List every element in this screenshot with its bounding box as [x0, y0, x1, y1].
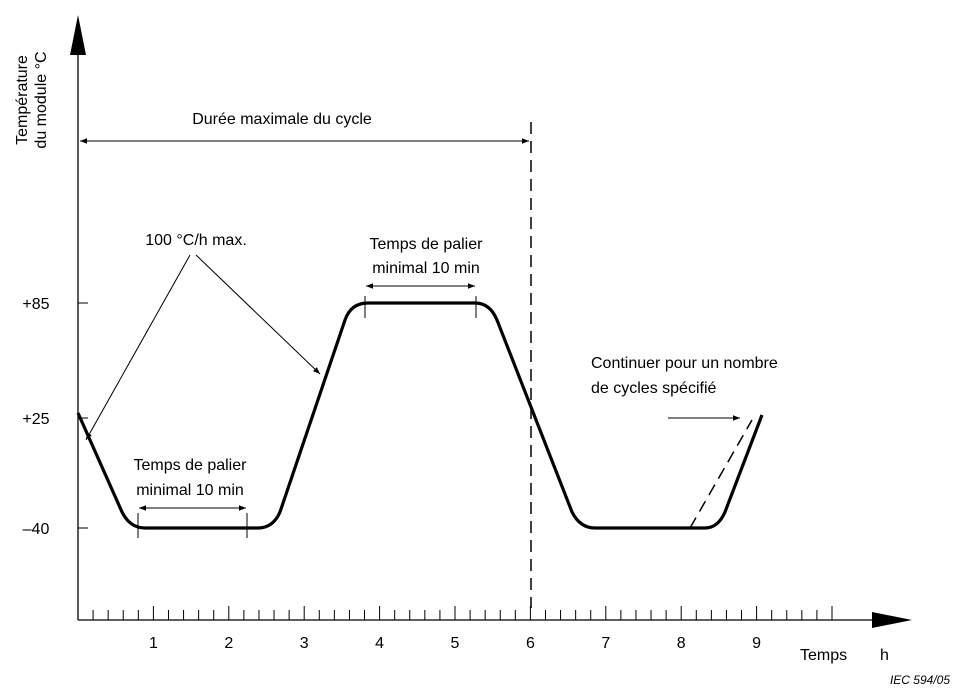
x-label: Temps	[800, 647, 847, 664]
annotation: Temps de palier	[134, 457, 248, 474]
y-label: Température	[14, 55, 31, 145]
x-tick-label: 6	[526, 635, 535, 652]
figure-id: IEC 594/05	[890, 673, 950, 687]
annotation: Continuer pour un nombre	[591, 355, 778, 372]
axes	[70, 15, 912, 628]
y-tick-label: +85	[22, 296, 49, 313]
x-tick-label: 4	[375, 635, 384, 652]
y-tick-label: +25	[22, 411, 49, 428]
x-tick-label: 7	[601, 635, 610, 652]
y-label: du module °C	[33, 51, 50, 148]
x-unit: h	[880, 647, 889, 664]
annotation: de cycles spécifié	[591, 380, 716, 397]
x-tick-label: 1	[149, 635, 158, 652]
x-ticks	[92, 606, 833, 620]
x-tick-label: 9	[752, 635, 761, 652]
x-arrow	[872, 612, 912, 628]
annotation: Durée maximale du cycle	[192, 111, 372, 128]
annotation: minimal 10 min	[372, 260, 480, 277]
y-tick-label: –40	[23, 521, 50, 538]
annotation: Temps de palier	[370, 236, 484, 253]
x-tick-label: 8	[677, 635, 686, 652]
x-tick-labels: 1 2 3 4 5 6 7 8 9	[149, 635, 761, 652]
pointer	[195, 254, 321, 375]
annotation: minimal 10 min	[136, 482, 244, 499]
annotation: 100 °C/h max.	[145, 232, 247, 249]
x-tick-label: 5	[451, 635, 460, 652]
y-arrow	[70, 15, 86, 55]
temperature-profile	[76, 301, 764, 530]
pointer	[85, 254, 191, 441]
x-tick-label: 3	[300, 635, 309, 652]
next-cycle-dashed	[689, 419, 753, 529]
x-tick-label: 2	[224, 635, 233, 652]
